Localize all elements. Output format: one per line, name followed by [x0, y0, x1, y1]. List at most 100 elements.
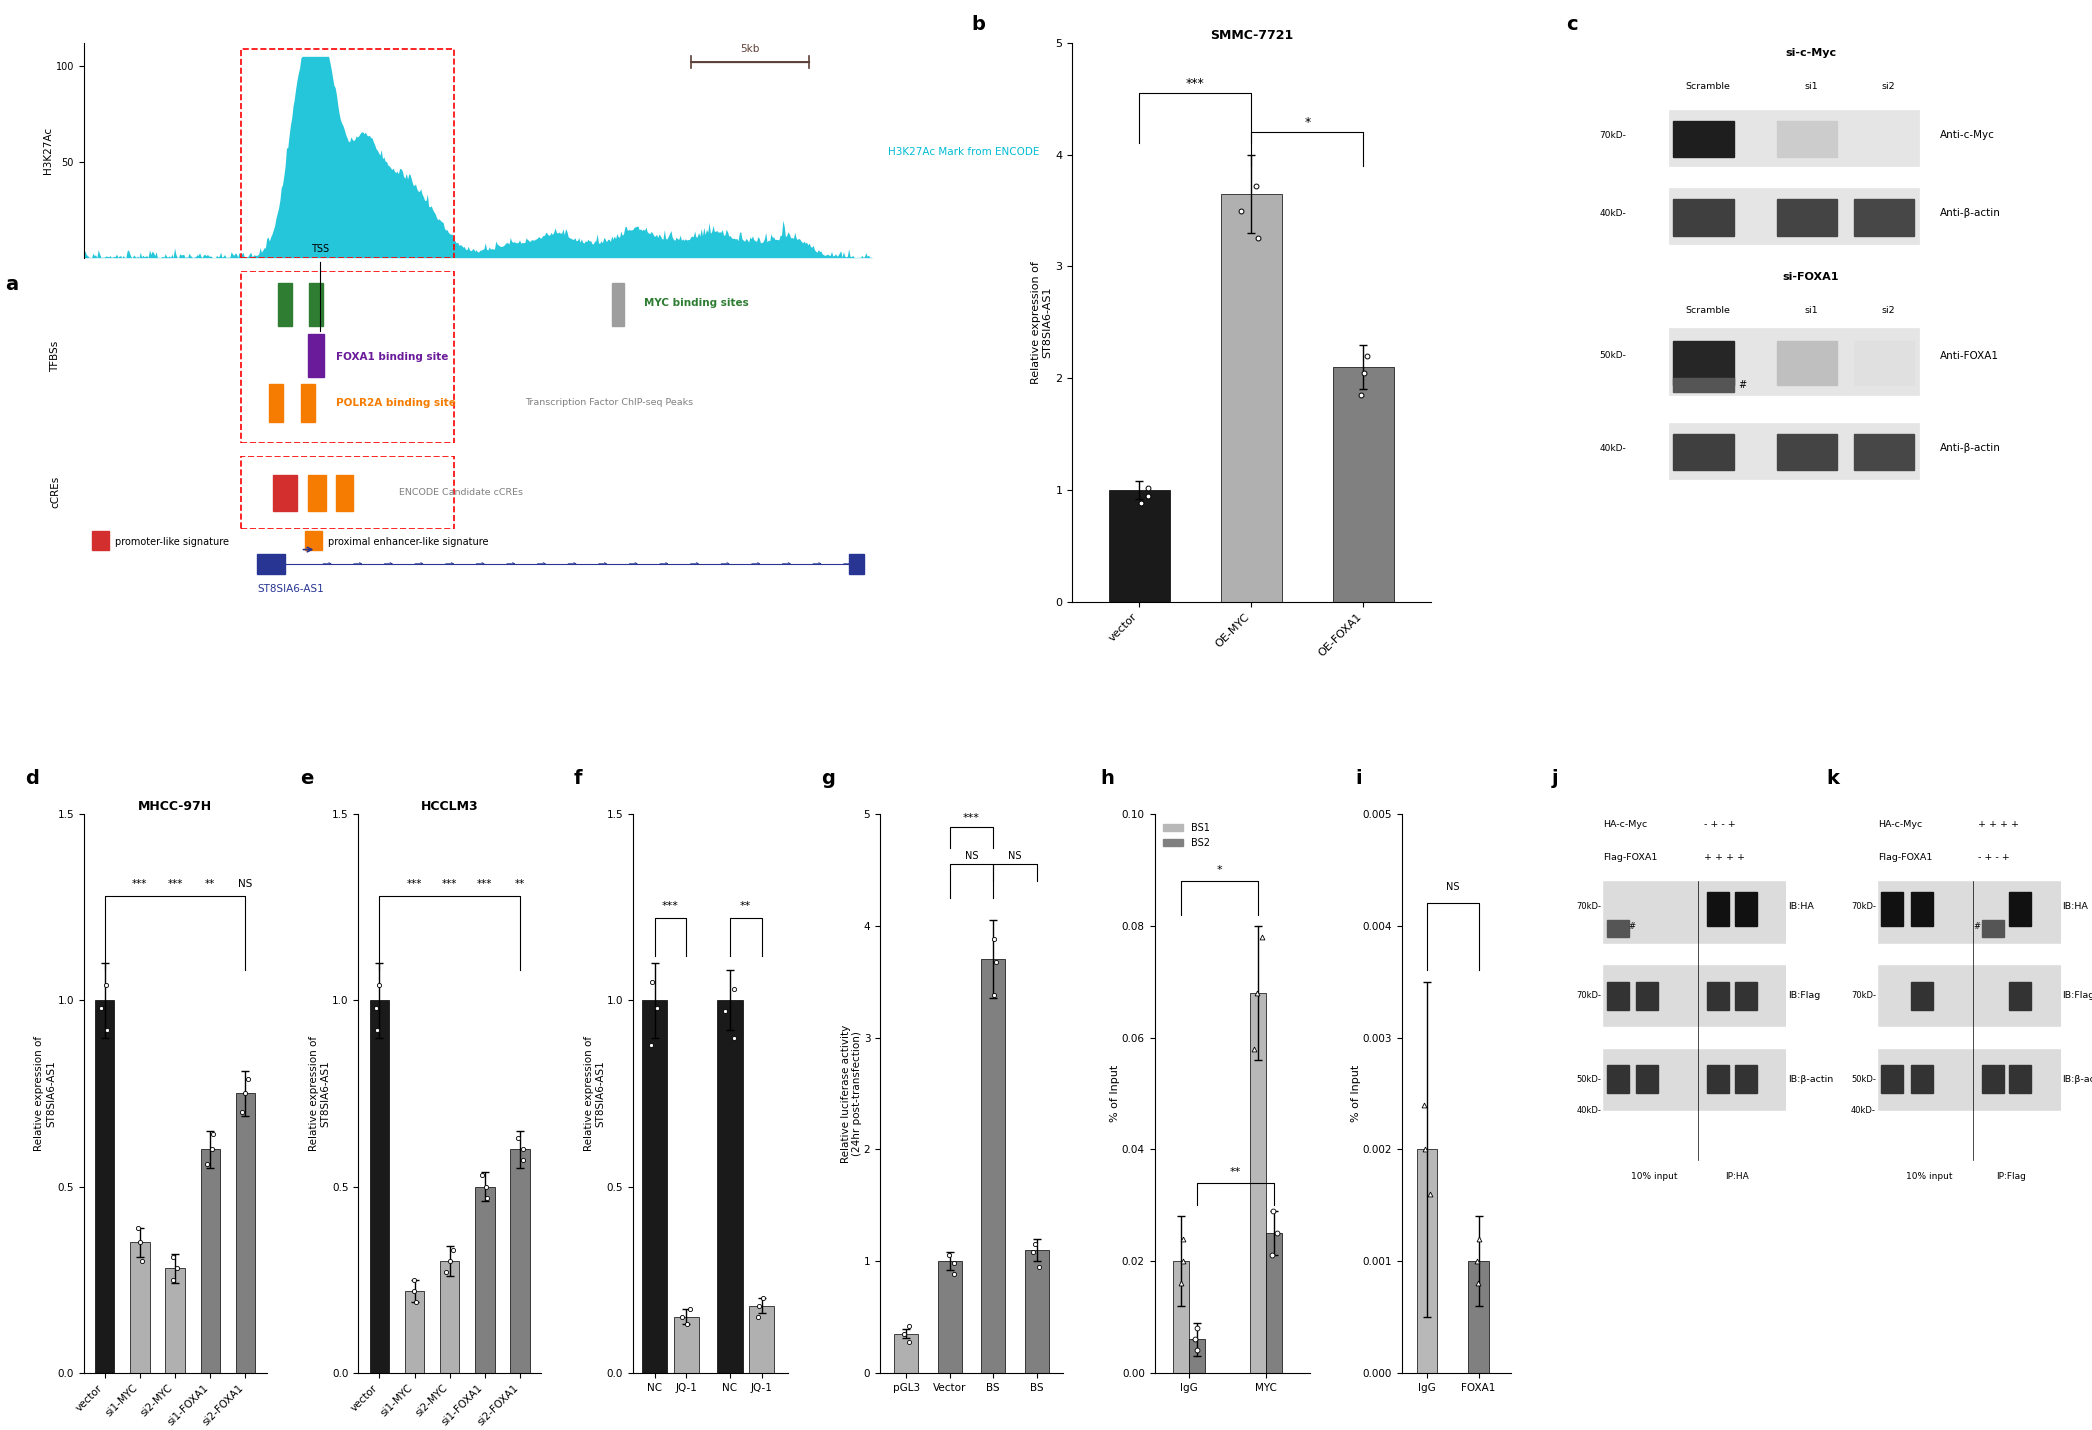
Bar — [1607, 1065, 1630, 1094]
Text: Flag-FOXA1: Flag-FOXA1 — [1602, 854, 1657, 862]
Text: Scramble: Scramble — [1686, 82, 1730, 92]
Bar — [308, 335, 324, 378]
Bar — [1602, 881, 1787, 942]
Text: IB:β-actin: IB:β-actin — [2063, 1075, 2092, 1084]
Bar — [1607, 981, 1630, 1010]
Bar — [241, 49, 454, 257]
Bar — [1879, 881, 2061, 942]
Text: IB:Flag: IB:Flag — [1789, 991, 1820, 1000]
Bar — [1707, 1065, 1730, 1094]
Text: si1: si1 — [1803, 82, 1818, 92]
Bar — [1879, 1048, 2061, 1110]
Text: HA-c-Myc: HA-c-Myc — [1602, 819, 1648, 828]
Y-axis label: Relative expression of
ST8SIA6-AS1: Relative expression of ST8SIA6-AS1 — [33, 1035, 56, 1151]
Bar — [92, 532, 109, 551]
Text: 5kb: 5kb — [741, 44, 759, 54]
Text: k: k — [1826, 769, 1839, 788]
Text: IB:HA: IB:HA — [2063, 902, 2088, 911]
Text: IP:Flag: IP:Flag — [1996, 1171, 2027, 1181]
Text: MYC binding sites: MYC binding sites — [644, 299, 749, 309]
Text: #: # — [1973, 922, 1981, 931]
Text: e: e — [299, 769, 314, 788]
Bar — [310, 283, 324, 326]
Bar — [2010, 1065, 2031, 1094]
Bar — [130, 1243, 151, 1373]
Bar — [1734, 981, 1757, 1010]
Bar — [257, 553, 285, 573]
Bar — [1266, 1233, 1282, 1373]
Text: *: * — [1218, 865, 1222, 875]
Bar — [1854, 435, 1914, 470]
Text: g: g — [822, 769, 835, 788]
Bar — [1669, 327, 1918, 395]
Bar — [1025, 1250, 1048, 1373]
Text: h: h — [1100, 769, 1115, 788]
Bar — [1469, 1261, 1490, 1373]
Bar — [1707, 892, 1730, 925]
Bar — [278, 283, 293, 326]
Title: MHCC-97H: MHCC-97H — [138, 799, 211, 812]
Y-axis label: Relative luciferase activity
(24hr post-transfection): Relative luciferase activity (24hr post-… — [841, 1024, 862, 1163]
Bar — [1854, 199, 1914, 236]
Y-axis label: % of Input: % of Input — [1351, 1065, 1362, 1123]
Bar — [1602, 1048, 1787, 1110]
Text: ***: *** — [406, 878, 423, 888]
Text: Transcription Factor ChIP-seq Peaks: Transcription Factor ChIP-seq Peaks — [525, 399, 692, 408]
Bar — [1674, 378, 1734, 392]
Bar — [1674, 122, 1734, 157]
Text: IB:β-actin: IB:β-actin — [1789, 1075, 1833, 1084]
Bar — [241, 270, 454, 442]
Text: i: i — [1356, 769, 1362, 788]
Text: ***: *** — [962, 814, 979, 822]
Text: Anti-β-actin: Anti-β-actin — [1939, 443, 2002, 453]
Text: c: c — [1567, 14, 1577, 34]
Bar — [165, 1268, 184, 1373]
Bar — [406, 1291, 425, 1373]
Bar — [1333, 368, 1393, 602]
Text: - + - +: - + - + — [1979, 854, 2010, 862]
Bar — [2010, 981, 2031, 1010]
Bar — [749, 1306, 774, 1373]
Bar — [1669, 423, 1918, 479]
Text: ***: *** — [477, 878, 492, 888]
Text: POLR2A binding site: POLR2A binding site — [337, 398, 456, 408]
Text: HA-c-Myc: HA-c-Myc — [1879, 819, 1923, 828]
Bar — [1910, 892, 1933, 925]
Text: promoter-like signature: promoter-like signature — [115, 536, 230, 546]
Text: 70kD-: 70kD- — [1577, 991, 1600, 1000]
Text: si2: si2 — [1881, 306, 1895, 315]
Bar — [1416, 1150, 1437, 1373]
Text: **: ** — [205, 878, 215, 888]
Bar — [1854, 122, 1914, 157]
Text: b: b — [973, 14, 985, 34]
Bar — [1636, 981, 1659, 1010]
Text: **: ** — [515, 878, 525, 888]
Bar — [1734, 892, 1757, 925]
Bar — [439, 1261, 460, 1373]
Bar — [337, 475, 354, 511]
Y-axis label: Relative expression of
ST8SIA6-AS1: Relative expression of ST8SIA6-AS1 — [310, 1035, 331, 1151]
Text: 10% input: 10% input — [1632, 1171, 1678, 1181]
Text: IB:Flag: IB:Flag — [2063, 991, 2092, 1000]
Text: *: * — [1303, 116, 1310, 129]
Text: 40kD-: 40kD- — [1851, 1105, 1877, 1114]
Bar — [308, 475, 326, 511]
Text: ***: *** — [1186, 77, 1205, 90]
Text: f: f — [573, 769, 582, 788]
Text: Flag-FOXA1: Flag-FOXA1 — [1879, 854, 1933, 862]
Bar — [1188, 1340, 1205, 1373]
Text: cCREs: cCREs — [50, 476, 61, 508]
Text: ST8SIA6-AS1: ST8SIA6-AS1 — [257, 583, 324, 593]
Bar — [1109, 490, 1169, 602]
Bar — [1881, 1065, 1904, 1094]
Text: 40kD-: 40kD- — [1600, 209, 1625, 217]
Text: si-FOXA1: si-FOXA1 — [1782, 272, 1839, 282]
Bar — [2010, 892, 2031, 925]
Text: **: ** — [1230, 1167, 1241, 1177]
Bar — [1172, 1261, 1188, 1373]
Bar — [893, 1334, 918, 1373]
Bar — [510, 1150, 529, 1373]
Text: 50kD-: 50kD- — [1598, 352, 1625, 360]
Bar — [201, 1150, 220, 1373]
Text: + + + +: + + + + — [1979, 819, 2019, 828]
